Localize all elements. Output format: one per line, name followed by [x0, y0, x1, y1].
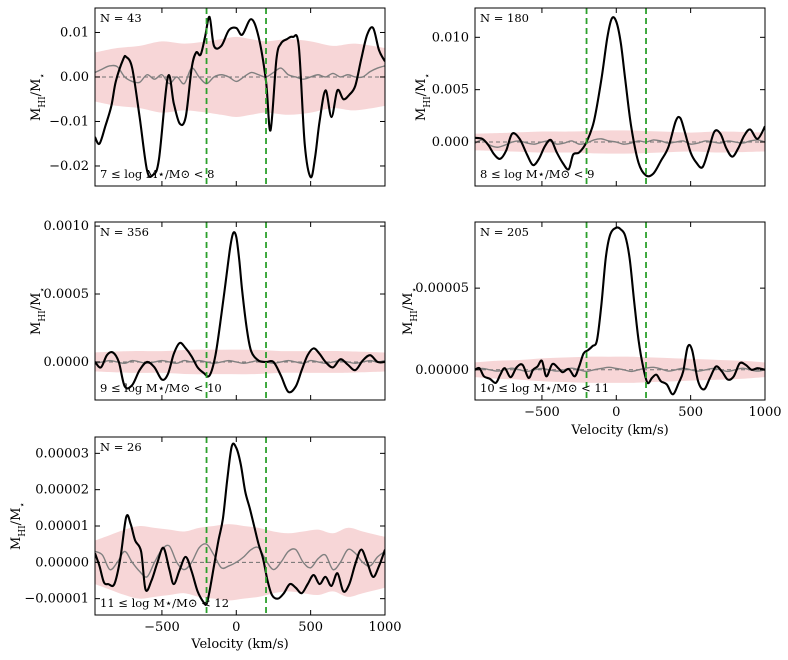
null-test-line	[95, 64, 385, 85]
stacked-spectrum-line	[95, 15, 385, 179]
y-axis-label: MHI/M⋆	[29, 73, 48, 121]
y-axis-label: MHI/M⋆	[401, 287, 420, 335]
noise-band	[95, 36, 385, 118]
plot-area	[95, 437, 385, 615]
panel-n-label: N = 356	[100, 225, 149, 239]
stacked-spectrum-line	[95, 442, 385, 606]
noise-band	[95, 524, 385, 601]
panel-mass-label: 11 ≤ log M⋆/M⊙ < 12	[100, 596, 229, 610]
panel-mass-label: 8 ≤ log M⋆/M⊙ < 9	[480, 167, 594, 181]
plot-area	[95, 222, 385, 400]
y-tick-label: 0.0010	[44, 219, 90, 234]
y-tick-label: 0.00005	[415, 281, 469, 296]
x-tick-label: 500	[298, 620, 323, 635]
x-axis-label: Velocity (km/s)	[190, 637, 288, 652]
y-axis-label: MHI/M⋆	[414, 73, 433, 121]
y-tick-label: 0.00	[60, 70, 89, 85]
y-tick-label: −0.02	[49, 159, 89, 174]
panel-n-label: N = 180	[480, 11, 529, 25]
y-tick-label: 0.01	[60, 25, 89, 40]
y-tick-label: 0.000	[432, 135, 469, 150]
plot-frame	[474, 7, 766, 187]
plot-frame	[94, 221, 386, 401]
x-tick-label: −500	[144, 620, 180, 635]
x-tick-label: 1000	[368, 620, 401, 635]
y-tick-label: 0.010	[432, 30, 469, 45]
y-tick-label: −0.01	[49, 114, 89, 129]
plot-frame	[474, 221, 766, 401]
x-tick-label: 1000	[748, 405, 781, 420]
panel-9-10: 0.0010 0.0005 0.0000 MHI/M⋆ N = 356 9 ≤ log…	[29, 219, 386, 401]
x-tick-label: 500	[678, 405, 703, 420]
stacked-spectrum-line	[95, 231, 385, 394]
panel-11-12: −500 0 500 1000 0.00003 0.00002 0.00001 0.00000…	[9, 436, 402, 652]
panel-8-9: 0.010 0.005 0.000 MHI/M⋆ N = 180 8 ≤ log M⋆…	[414, 7, 766, 187]
panel-n-label: N = 26	[100, 440, 142, 454]
y-tick-label: 0.00001	[35, 519, 89, 534]
x-tick-label: −500	[524, 405, 560, 420]
plot-area	[95, 8, 385, 186]
panel-mass-label: 7 ≤ log M⋆/M⊙ < 8	[100, 167, 214, 181]
null-test-line	[475, 366, 765, 373]
null-test-line	[475, 138, 765, 148]
y-tick-label: 0.0005	[44, 287, 90, 302]
panel-n-label: N = 43	[100, 11, 142, 25]
y-tick-label: 0.00000	[415, 363, 469, 378]
x-axis-label: Velocity (km/s)	[570, 423, 668, 438]
x-tick-label: 0	[232, 620, 240, 635]
panel-mass-label: 9 ≤ log M⋆/M⊙ < 10	[100, 381, 222, 395]
y-tick-label: 0.005	[432, 83, 469, 98]
y-tick-label: 0.00002	[35, 483, 89, 498]
plot-area	[475, 222, 765, 400]
plot-area	[475, 8, 765, 186]
y-tick-label: −0.00001	[24, 592, 89, 607]
y-axis-label: MHI/M⋆	[9, 502, 28, 550]
null-test-line	[95, 359, 385, 365]
plot-frame	[94, 7, 386, 187]
noise-band	[475, 130, 765, 154]
stacked-spectrum-line	[475, 226, 765, 396]
y-tick-label: 0.00003	[35, 446, 89, 461]
panel-n-label: N = 205	[480, 225, 529, 239]
panel-mass-label: 10 ≤ log M⋆/M⊙ < 11	[480, 381, 609, 395]
y-tick-label: 0.0000	[44, 355, 90, 370]
y-tick-label: 0.00000	[35, 555, 89, 570]
x-tick-label: 0	[612, 405, 620, 420]
panel-10-11: −500 0 500 1000 0.00005 0.00000 MHI/M⋆ N = 205…	[401, 221, 782, 438]
stacked-spectrum-line	[475, 16, 765, 178]
panel-7-8: 0.01 0.00 −0.01 −0.02 MHI/M⋆ N = 43 7 ≤ log …	[29, 7, 386, 187]
noise-band	[95, 349, 385, 375]
y-axis-label: MHI/M⋆	[29, 287, 48, 335]
